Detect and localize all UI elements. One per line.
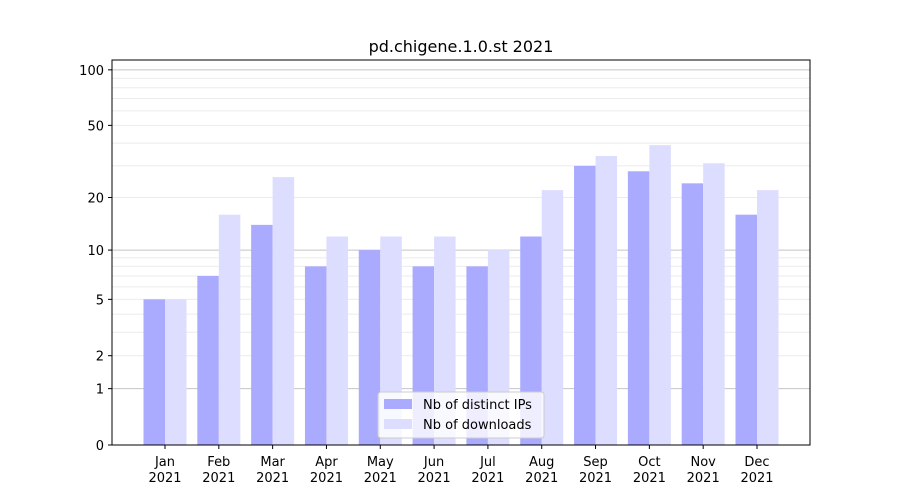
x-tick-label: 2021 — [579, 471, 612, 486]
x-tick-label: Apr — [315, 455, 338, 470]
y-tick-label: 100 — [79, 64, 104, 79]
chart-title: pd.chigene.1.0.st 2021 — [369, 37, 554, 56]
y-tick-label: 5 — [96, 293, 104, 308]
bar-downloads — [218, 214, 241, 445]
x-tick-label: Feb — [207, 455, 230, 470]
bar-downloads — [165, 299, 187, 445]
x-tick-label: Jan — [154, 455, 175, 470]
x-tick-label: Dec — [744, 455, 769, 470]
x-tick-label: 2021 — [202, 471, 235, 486]
bar-downloads — [649, 145, 671, 446]
y-tick-label: 1 — [96, 383, 104, 398]
legend-label: Nb of distinct IPs — [423, 398, 532, 413]
bar-distinct-ips — [304, 266, 327, 445]
x-tick-label: 2021 — [471, 471, 504, 486]
bar-distinct-ips — [197, 275, 219, 445]
x-tick-label: 2021 — [418, 471, 451, 486]
bar-downloads — [757, 190, 779, 445]
x-tick-label: 2021 — [525, 471, 558, 486]
legend-box — [377, 391, 545, 439]
x-tick-label: Mar — [260, 455, 285, 470]
y-tick-label: 10 — [87, 244, 104, 259]
y-tick-label: 0 — [96, 439, 104, 454]
x-tick-label: 2021 — [364, 471, 397, 486]
bar-distinct-ips — [251, 224, 273, 445]
bar-downloads — [541, 190, 564, 445]
legend: Nb of distinct IPs Nb of downloads — [377, 391, 545, 439]
plot-frame — [111, 59, 811, 446]
x-tick-label: Jun — [423, 455, 444, 470]
x-axis: Jan2021Feb2021Mar2021Apr2021May2021Jun20… — [148, 445, 774, 486]
bar-distinct-ips — [574, 165, 596, 445]
x-tick-label: Sep — [583, 455, 608, 470]
x-tick-label: 2021 — [740, 471, 773, 486]
x-tick-label: Oct — [638, 455, 660, 470]
bar-distinct-ips — [735, 214, 757, 445]
x-tick-label: Nov — [690, 455, 716, 470]
x-tick-label: 2021 — [148, 471, 181, 486]
bar-downloads — [272, 177, 295, 445]
x-tick-label: 2021 — [633, 471, 666, 486]
bar-distinct-ips — [627, 171, 650, 445]
legend-swatch — [384, 419, 412, 429]
y-tick-label: 20 — [87, 192, 104, 207]
x-tick-label: 2021 — [256, 471, 289, 486]
bar-distinct-ips — [681, 183, 704, 445]
bar-downloads — [595, 155, 618, 446]
bar-distinct-ips — [143, 299, 165, 445]
y-tick-label: 2 — [96, 350, 104, 365]
x-tick-label: Aug — [529, 455, 554, 470]
x-tick-label: May — [367, 455, 394, 470]
bar-distinct-ips — [358, 250, 381, 445]
bar-downloads — [326, 236, 348, 445]
bar-downloads — [703, 163, 725, 445]
x-tick-label: 2021 — [687, 471, 720, 486]
y-axis: 0 1 2 5 10 20 50 100 — [79, 64, 112, 454]
x-tick-label: 2021 — [310, 471, 343, 486]
legend-label: Nb of downloads — [423, 418, 532, 433]
y-tick-label: 50 — [87, 119, 104, 134]
x-tick-label: Jul — [479, 455, 496, 470]
legend-swatch — [384, 399, 412, 409]
